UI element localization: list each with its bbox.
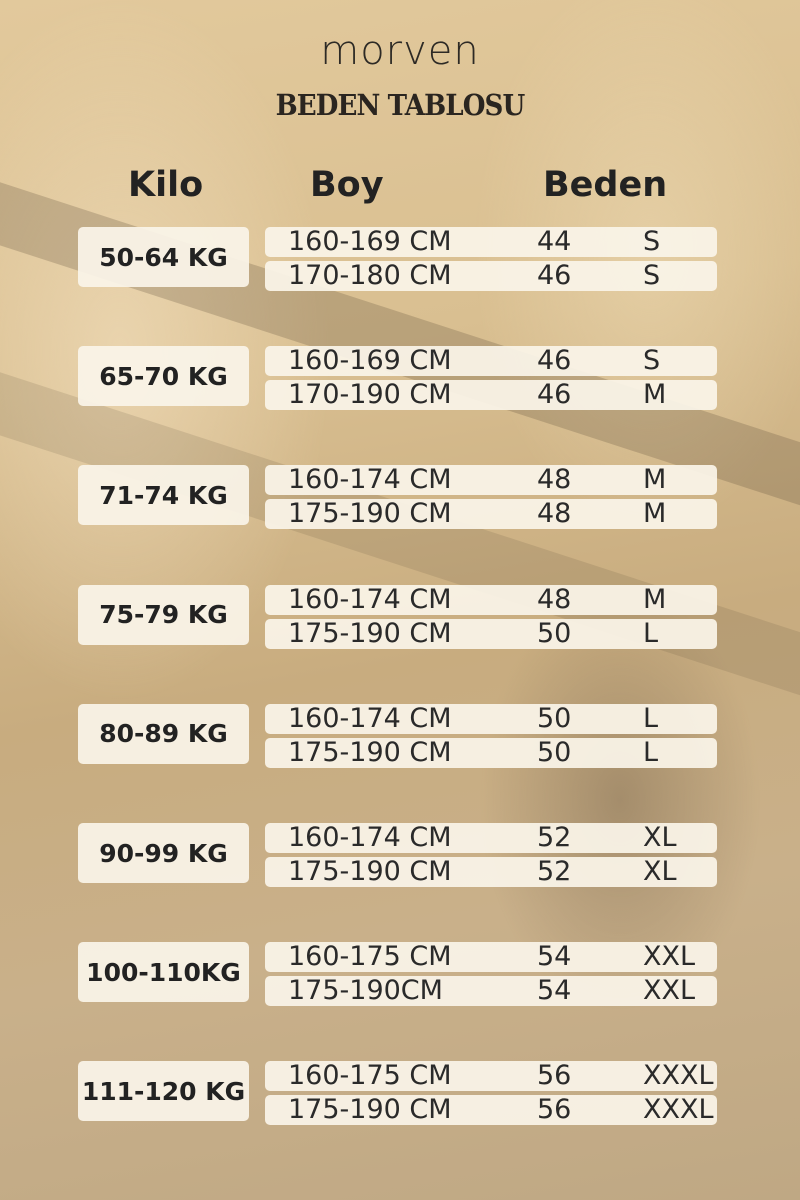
size-number: 46	[537, 260, 572, 291]
size-letter: M	[643, 498, 667, 530]
table-row: 175-190 CM 50 L	[265, 736, 717, 768]
weight-range: 111-120 KG	[78, 1061, 249, 1122]
table-row: 160-174 CM 52 XL	[265, 823, 717, 853]
table-row: 160-169 CM 46 S	[265, 345, 717, 377]
size-number: 52	[537, 856, 572, 887]
height-range: 175-190 CM	[288, 1094, 452, 1126]
weight-range: 90-99 KG	[78, 823, 249, 883]
weight-range: 80-89 KG	[78, 703, 249, 764]
height-range: 160-169 CM	[288, 345, 452, 377]
size-letter: XL	[643, 822, 677, 853]
size-number: 48	[537, 464, 572, 496]
table-row: 175-190 CM 56 XXXL	[265, 1094, 717, 1126]
height-range: 170-180 CM	[288, 260, 452, 291]
height-range: 170-190 CM	[288, 379, 452, 411]
size-letter: M	[643, 583, 667, 615]
size-group: 50-64 KG 160-169 CM 44 S 170-180 CM 46 S	[0, 227, 800, 291]
size-number: 54	[537, 941, 572, 973]
height-range: 175-190 CM	[288, 617, 452, 649]
table-row: 170-190 CM 46 M	[265, 379, 717, 411]
table-row: 160-174 CM 48 M	[265, 464, 717, 496]
table-row: 175-190 CM 52 XL	[265, 857, 717, 887]
header-kilo: Kilo	[128, 165, 204, 205]
size-letter: XXL	[643, 941, 696, 973]
size-number: 50	[537, 702, 572, 734]
table-row: 160-169 CM 44 S	[265, 227, 717, 257]
size-letter: XXXL	[643, 1060, 714, 1092]
table-row: 160-175 CM 54 XXL	[265, 941, 717, 973]
size-group: 90-99 KG 160-174 CM 52 XL 175-190 CM 52 …	[0, 823, 800, 887]
size-number: 50	[537, 617, 572, 649]
height-range: 160-175 CM	[288, 941, 452, 973]
size-letter: M	[643, 464, 667, 496]
height-range: 160-175 CM	[288, 1060, 452, 1092]
size-letter: XXL	[643, 975, 696, 1007]
size-number: 50	[537, 736, 572, 768]
size-number: 56	[537, 1060, 572, 1092]
size-letter: L	[643, 702, 659, 734]
height-range: 160-174 CM	[288, 822, 452, 853]
size-letter: XL	[643, 856, 677, 887]
size-number: 46	[537, 379, 572, 411]
size-number: 52	[537, 822, 572, 853]
weight-range: 71-74 KG	[78, 465, 249, 526]
size-number: 48	[537, 498, 572, 530]
size-letter: S	[643, 345, 661, 377]
table-row: 175-190CM 54 XXL	[265, 975, 717, 1007]
height-range: 160-174 CM	[288, 464, 452, 496]
brand-logo: morven	[320, 28, 480, 74]
size-group: 65-70 KG 160-169 CM 46 S 170-190 CM 46 M	[0, 345, 800, 411]
size-group: 100-110KG 160-175 CM 54 XXL 175-190CM 54…	[0, 941, 800, 1007]
size-group: 71-74 KG 160-174 CM 48 M 175-190 CM 48 M	[0, 464, 800, 530]
weight-range: 65-70 KG	[78, 346, 249, 407]
height-range: 160-174 CM	[288, 583, 452, 615]
page-title: BEDEN TABLOSU	[275, 88, 526, 122]
weight-range: 75-79 KG	[78, 584, 249, 645]
table-row: 160-174 CM 48 M	[265, 583, 717, 615]
table-row: 175-190 CM 48 M	[265, 498, 717, 530]
height-range: 175-190CM	[288, 975, 443, 1007]
header-beden: Beden	[543, 165, 668, 205]
size-letter: XXXL	[643, 1094, 714, 1126]
size-group: 75-79 KG 160-174 CM 48 M 175-190 CM 50 L	[0, 583, 800, 649]
height-range: 175-190 CM	[288, 856, 452, 887]
table-row: 160-174 CM 50 L	[265, 702, 717, 734]
size-group: 80-89 KG 160-174 CM 50 L 175-190 CM 50 L	[0, 702, 800, 768]
size-letter: L	[643, 617, 659, 649]
table-row: 175-190 CM 50 L	[265, 617, 717, 649]
size-number: 46	[537, 345, 572, 377]
height-range: 160-174 CM	[288, 702, 452, 734]
height-range: 175-190 CM	[288, 498, 452, 530]
size-letter: S	[643, 260, 661, 291]
size-number: 44	[537, 226, 572, 257]
size-letter: S	[643, 226, 661, 257]
size-group: 111-120 KG 160-175 CM 56 XXXL 175-190 CM…	[0, 1060, 800, 1126]
size-number: 48	[537, 583, 572, 615]
size-number: 56	[537, 1094, 572, 1126]
table-row: 170-180 CM 46 S	[265, 261, 717, 291]
height-range: 175-190 CM	[288, 736, 452, 768]
weight-range: 100-110KG	[78, 942, 249, 1003]
size-letter: L	[643, 736, 659, 768]
height-range: 160-169 CM	[288, 226, 452, 257]
size-number: 54	[537, 975, 572, 1007]
header-boy: Boy	[310, 165, 384, 205]
weight-range: 50-64 KG	[78, 227, 249, 287]
size-letter: M	[643, 379, 667, 411]
table-row: 160-175 CM 56 XXXL	[265, 1060, 717, 1092]
